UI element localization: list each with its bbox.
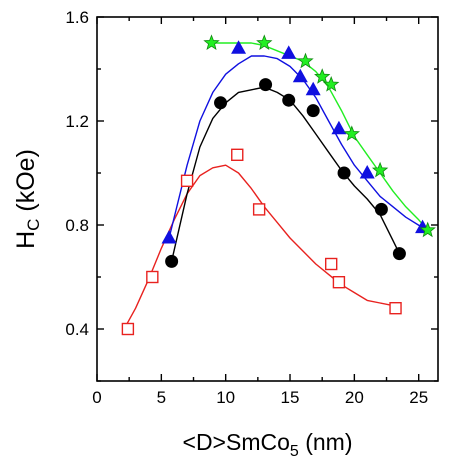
x-tick-label: 25 [409,388,428,407]
data-point-star [371,161,389,178]
x-tick-label: 0 [92,388,101,407]
data-point-star [419,221,436,238]
fit-curve [168,55,423,239]
data-point-star [297,52,314,69]
data-point-circle [306,104,320,118]
data-point-triangle [292,68,308,83]
data-point-square [389,302,402,315]
x-tick-label: 5 [157,388,166,407]
data-point-star [343,125,360,142]
y-tick-label: 1.6 [65,8,89,27]
x-tick-label: 15 [281,388,300,407]
y-tick-label: 1.2 [65,112,89,131]
data-point-triangle [231,40,247,54]
data-point-star [314,68,331,84]
data-point-square [180,174,194,188]
y-axis-label-main: H [12,231,40,249]
data-markers [121,34,436,336]
x-tick-label: 20 [345,388,364,407]
fit-curve [211,42,429,231]
y-tick-label: 0.8 [65,216,89,235]
data-point-triangle [331,120,347,135]
plot-frame [96,16,439,382]
data-point-star [323,75,340,92]
data-point-circle [374,202,388,216]
data-point-circle [337,166,351,180]
y-axis-label: HC (kOe) [12,149,43,249]
data-point-square [252,203,266,216]
y-axis-label-subscript: C [24,219,43,231]
data-point-circle [392,247,406,261]
data-point-square [146,270,159,284]
x-axis-label-subscript: 5 [290,443,299,460]
fit-curve [122,164,394,332]
data-point-triangle [359,165,375,179]
data-point-circle [282,93,296,107]
data-point-square [324,257,338,271]
data-point-circle [259,78,273,92]
data-point-star [256,34,273,51]
x-tick-label: 10 [216,388,235,407]
data-point-triangle [305,81,321,96]
data-point-square [121,322,135,336]
data-point-circle [214,96,228,110]
axis-ticks: 0 5 10 15 20 25 0.4 0.8 1.2 1.6 [65,8,438,407]
fit-curves [122,42,429,332]
x-axis-label-unit: (nm) [299,429,353,455]
data-point-square [332,276,346,289]
x-axis-label: <D>SmCo5 (nm) [183,429,353,460]
data-point-square [231,148,244,162]
data-point-star [203,34,220,51]
y-axis-label-unit: (kOe) [12,149,40,218]
data-point-triangle [161,230,177,244]
data-point-triangle [281,45,297,59]
x-axis-label-main: SmCo [226,429,290,455]
data-point-circle [165,254,179,268]
y-tick-label: 0.4 [65,320,89,339]
x-axis-label-prefix: <D> [183,429,226,455]
